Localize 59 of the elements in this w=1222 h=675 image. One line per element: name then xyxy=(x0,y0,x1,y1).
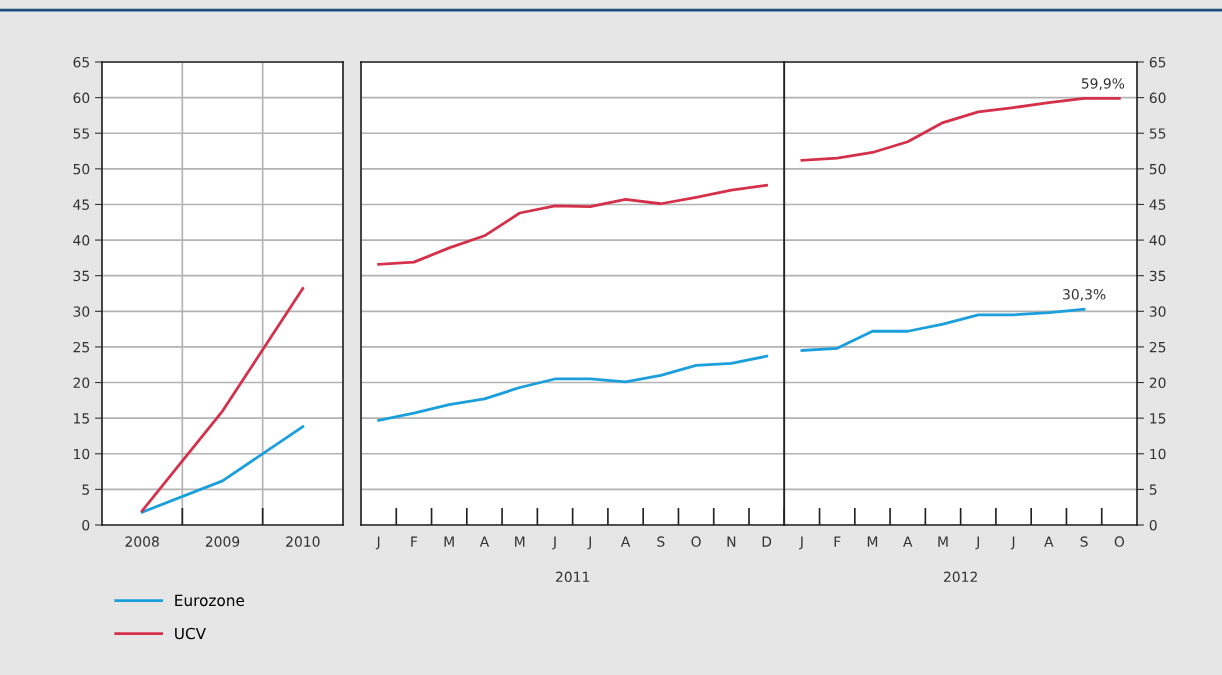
y-tick-label: 30 xyxy=(1149,306,1166,317)
y-tick-label: 45 xyxy=(73,199,89,210)
y-tick-label: 60 xyxy=(73,92,90,104)
x-tick-label: A xyxy=(1044,536,1054,547)
x-tick-label: F xyxy=(411,536,418,547)
y-tick-label: 25 xyxy=(73,341,89,353)
y-tick-label: 55 xyxy=(73,128,89,139)
y-tick-label: 10 xyxy=(1150,448,1166,460)
text: 2011 xyxy=(555,571,590,583)
y-tick-label: 50 xyxy=(73,163,90,175)
x-tick-label: M xyxy=(515,536,525,547)
y-tick-label: 10 xyxy=(74,448,90,460)
y-tick-label: 5 xyxy=(1149,484,1157,495)
x-tick-label: 2008 xyxy=(125,536,159,547)
x-tick-label: S xyxy=(657,536,665,547)
x-tick-label: 2009 xyxy=(205,536,240,547)
legend-label: Eurozone xyxy=(175,594,245,607)
x-tick-label: O xyxy=(1114,536,1125,547)
x-tick-label: N xyxy=(727,536,736,547)
legend-label: UCV xyxy=(175,627,206,640)
text: 2012 xyxy=(943,571,977,583)
x-tick-label: J xyxy=(375,536,380,550)
y-tick-label: 25 xyxy=(1149,341,1166,353)
data-label: 59,9% xyxy=(1081,78,1125,91)
x-tick-label: M xyxy=(867,536,878,547)
x-tick-label: M xyxy=(444,536,454,547)
x-tick-label: A xyxy=(620,536,631,547)
y-tick-label: 0 xyxy=(1149,519,1157,531)
x-tick-label: D xyxy=(762,536,772,547)
y-tick-label: 15 xyxy=(74,413,89,424)
x-tick-label: O xyxy=(691,536,701,547)
y-tick-label: 30 xyxy=(73,306,90,317)
y-tick-label: 15 xyxy=(1150,413,1166,424)
y-tick-label: 55 xyxy=(1149,128,1166,139)
y-tick-label: 35 xyxy=(1149,270,1166,282)
y-tick-label: 20 xyxy=(1149,377,1166,389)
x-tick-label: J xyxy=(1010,536,1015,550)
y-tick-label: 50 xyxy=(1149,163,1166,175)
x-tick-label: A xyxy=(479,536,490,547)
x-tick-label: J xyxy=(587,536,591,550)
y-tick-label: 65 xyxy=(1149,56,1166,68)
y-tick-label: 60 xyxy=(1149,92,1166,104)
y-tick-label: 40 xyxy=(73,235,90,246)
y-tick-label: 20 xyxy=(73,377,90,389)
x-tick-label: J xyxy=(799,536,803,550)
y-tick-label: 40 xyxy=(1149,235,1166,246)
data-label: 30,3% xyxy=(1063,289,1106,301)
y-tick-label: 0 xyxy=(82,519,90,531)
y-tick-label: 35 xyxy=(73,270,89,282)
x-tick-label: J xyxy=(975,536,979,550)
x-tick-label: 2010 xyxy=(286,536,320,547)
x-tick-label: J xyxy=(552,536,556,550)
x-tick-label: A xyxy=(903,536,913,547)
y-tick-label: 45 xyxy=(1149,199,1166,210)
x-tick-label: F xyxy=(834,536,841,547)
x-tick-label: S xyxy=(1080,536,1088,547)
y-tick-label: 5 xyxy=(82,484,89,495)
y-tick-label: 65 xyxy=(73,56,89,68)
x-tick-label: M xyxy=(938,536,948,547)
